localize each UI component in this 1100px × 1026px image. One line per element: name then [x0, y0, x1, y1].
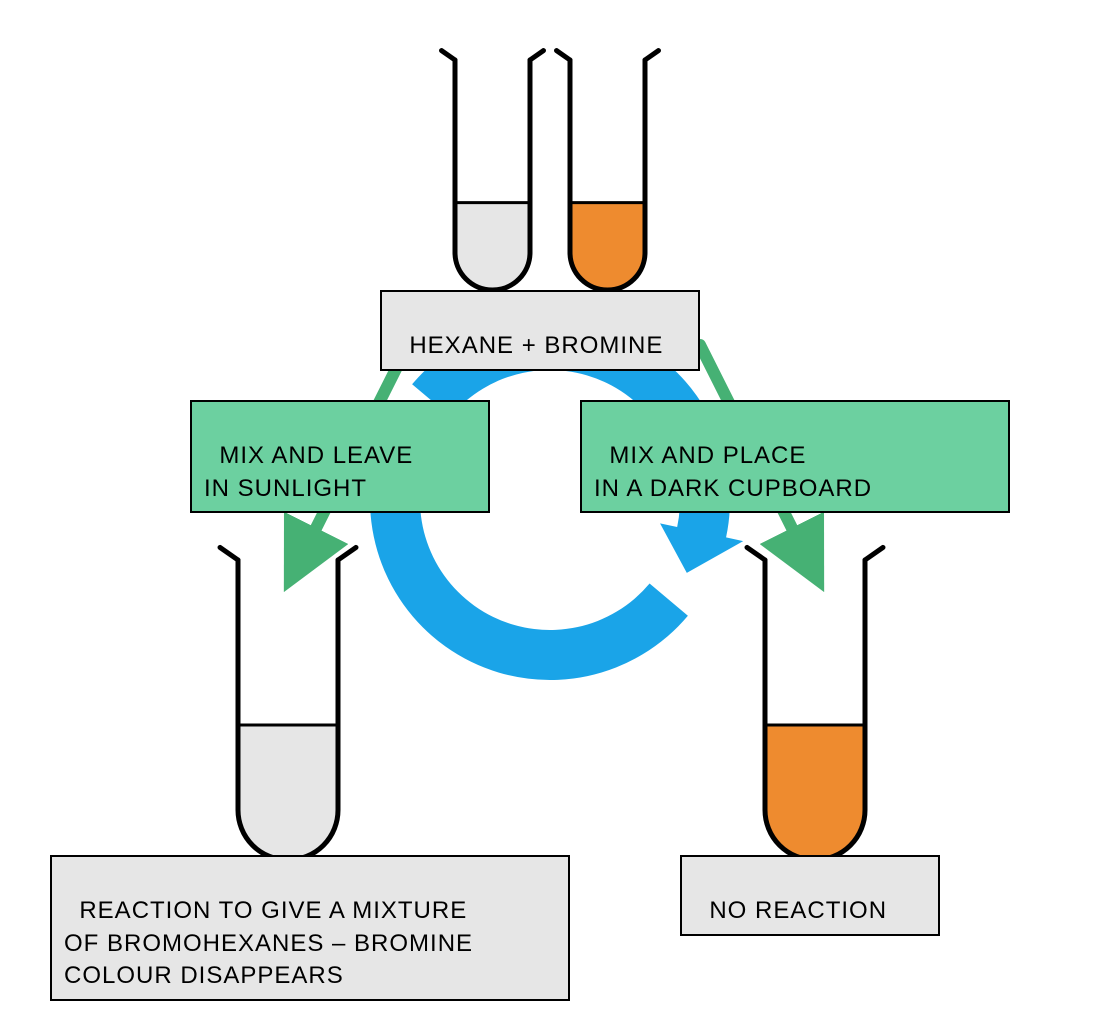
label-hexane-bromine: HEXANE + BROMINE: [380, 290, 700, 371]
label-text: MIX AND PLACE IN A DARK CUPBOARD: [594, 442, 872, 501]
label-text: REACTION TO GIVE A MIXTURE OF BROMOHEXAN…: [64, 897, 473, 989]
tube-result-sunlight: [220, 547, 356, 860]
tube-top-bromine: [557, 51, 659, 290]
label-mix-sunlight: MIX AND LEAVE IN SUNLIGHT: [190, 400, 490, 513]
label-text: MIX AND LEAVE IN SUNLIGHT: [204, 442, 413, 501]
label-text: HEXANE + BROMINE: [409, 332, 663, 359]
label-mix-dark-cupboard: MIX AND PLACE IN A DARK CUPBOARD: [580, 400, 1010, 513]
label-result-no-reaction: NO REACTION: [680, 855, 940, 936]
tube-result-dark: [747, 547, 883, 860]
label-result-reaction: REACTION TO GIVE A MIXTURE OF BROMOHEXAN…: [50, 855, 570, 1001]
tube-top-hexane: [442, 51, 544, 290]
label-text: NO REACTION: [709, 897, 887, 924]
